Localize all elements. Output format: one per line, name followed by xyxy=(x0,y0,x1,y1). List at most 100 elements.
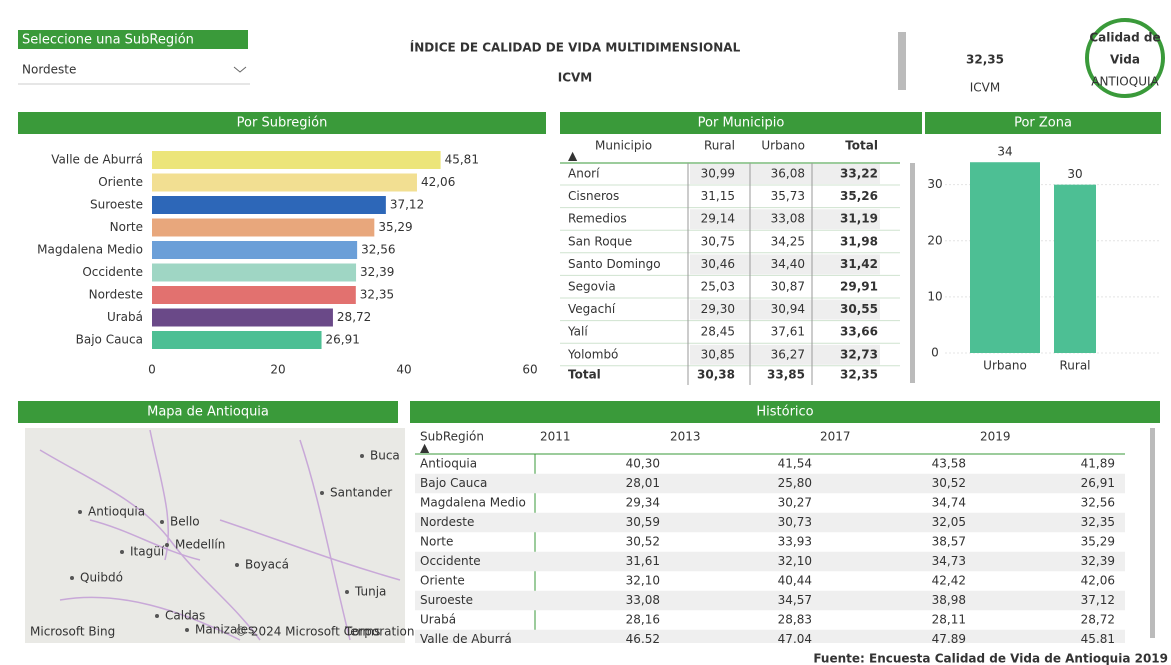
cell: Nordeste xyxy=(420,515,474,529)
total-cell: 32,35 xyxy=(840,368,878,382)
map-dot xyxy=(155,614,159,618)
dropdown-value[interactable]: Nordeste xyxy=(22,63,76,77)
cell: 33,22 xyxy=(840,167,878,181)
bar xyxy=(152,331,322,349)
cell: Anorí xyxy=(568,167,600,181)
cell: 30,52 xyxy=(932,476,966,490)
map-label: Antioquia xyxy=(88,505,145,519)
cell: 29,30 xyxy=(701,302,735,316)
cell: 37,12 xyxy=(1081,593,1115,607)
category-label: Norte xyxy=(110,220,143,234)
bar xyxy=(152,151,441,169)
cell: 41,89 xyxy=(1081,457,1115,471)
map-label: Medellín xyxy=(175,538,225,552)
map-label: Tunja xyxy=(354,585,386,599)
map-attribution: Microsoft Bing xyxy=(30,625,115,639)
column-header: Municipio xyxy=(595,139,652,153)
cell: 30,55 xyxy=(840,302,878,316)
map-area[interactable] xyxy=(25,428,405,643)
cell: 32,10 xyxy=(778,554,812,568)
map-dot xyxy=(120,550,124,554)
cell: 42,42 xyxy=(932,574,966,588)
total-cell: Total xyxy=(568,368,601,382)
value-label: 28,72 xyxy=(337,310,371,324)
cell: Cisneros xyxy=(568,189,619,203)
category-label: Occidente xyxy=(82,265,143,279)
column-header: 2011 xyxy=(540,430,571,444)
cell: 42,06 xyxy=(1081,574,1115,588)
cell: Suroeste xyxy=(420,593,473,607)
cell: 33,08 xyxy=(771,212,805,226)
cell: 30,87 xyxy=(771,280,805,294)
column-header: Urbano xyxy=(761,139,805,153)
value-label: 34 xyxy=(997,145,1012,159)
cell: 34,74 xyxy=(932,496,966,510)
map-dot xyxy=(345,590,349,594)
value-label: 37,12 xyxy=(390,198,424,212)
cell: 30,99 xyxy=(701,167,735,181)
cell: 29,14 xyxy=(701,212,735,226)
cell: 33,93 xyxy=(778,535,812,549)
column-header: 2017 xyxy=(820,430,851,444)
bar xyxy=(152,174,417,192)
category-label: Magdalena Medio xyxy=(37,243,143,257)
map-attribution: Terms xyxy=(344,625,380,639)
y-tick-label: 0 xyxy=(931,346,939,360)
bar xyxy=(970,162,1040,353)
row-band xyxy=(415,591,1125,611)
cell: 29,91 xyxy=(840,280,878,294)
row-band xyxy=(415,552,1125,572)
map-label: Santander xyxy=(330,486,392,500)
cell: Vegachí xyxy=(568,302,616,316)
x-tick-label: 20 xyxy=(270,363,285,377)
bar xyxy=(152,219,374,237)
value-label: 26,91 xyxy=(326,333,360,347)
cell: 31,61 xyxy=(626,554,660,568)
title: ÍNDICE DE CALIDAD DE VIDA MULTIDIMENSION… xyxy=(410,40,741,55)
cell: 43,58 xyxy=(932,457,966,471)
cell: 33,66 xyxy=(840,325,878,339)
cell: 30,73 xyxy=(778,515,812,529)
cell: Santo Domingo xyxy=(568,257,661,271)
logo-text: Vida xyxy=(1110,53,1140,67)
cell: 31,42 xyxy=(840,257,878,271)
cell: 32,56 xyxy=(1081,496,1115,510)
cell: 28,45 xyxy=(701,325,735,339)
x-tick-label: 0 xyxy=(148,363,156,377)
map-dot xyxy=(165,543,169,547)
cell: 32,05 xyxy=(932,515,966,529)
cell: 31,19 xyxy=(840,212,878,226)
source: Fuente: Encuesta Calidad de Vida de Anti… xyxy=(813,652,1168,665)
category-label: Bajo Cauca xyxy=(76,333,143,347)
map-dot xyxy=(78,510,82,514)
cell: 25,03 xyxy=(701,280,735,294)
cell: 28,11 xyxy=(932,613,966,627)
sort-icon: ▲ xyxy=(568,149,578,163)
scrollbar xyxy=(1150,428,1155,638)
bar xyxy=(152,264,356,282)
filter-label: Seleccione una SubRegión xyxy=(22,33,194,48)
bar xyxy=(152,309,333,327)
map-label: Bello xyxy=(170,515,200,529)
cell: 34,73 xyxy=(932,554,966,568)
map-dot xyxy=(160,520,164,524)
cell: 33,08 xyxy=(626,593,660,607)
cell: 35,29 xyxy=(1081,535,1115,549)
map-dot xyxy=(360,454,364,458)
map-dot xyxy=(320,491,324,495)
cell: 30,75 xyxy=(701,234,735,248)
category-label: Valle de Aburrá xyxy=(51,153,143,167)
section-title: Histórico xyxy=(756,405,813,420)
page: Seleccione una SubRegión Nordeste ÍNDICE… xyxy=(0,0,1171,665)
map-label: Quibdó xyxy=(80,571,123,585)
cell: 36,08 xyxy=(771,167,805,181)
value-label: 35,29 xyxy=(378,220,412,234)
column-header: Rural xyxy=(704,139,735,153)
cell: 30,85 xyxy=(701,347,735,361)
cell: 35,73 xyxy=(771,189,805,203)
cell: 30,59 xyxy=(626,515,660,529)
cell: Norte xyxy=(420,535,453,549)
cell: Occidente xyxy=(420,554,481,568)
map-label: Caldas xyxy=(165,609,205,623)
cell: 31,98 xyxy=(840,234,878,248)
